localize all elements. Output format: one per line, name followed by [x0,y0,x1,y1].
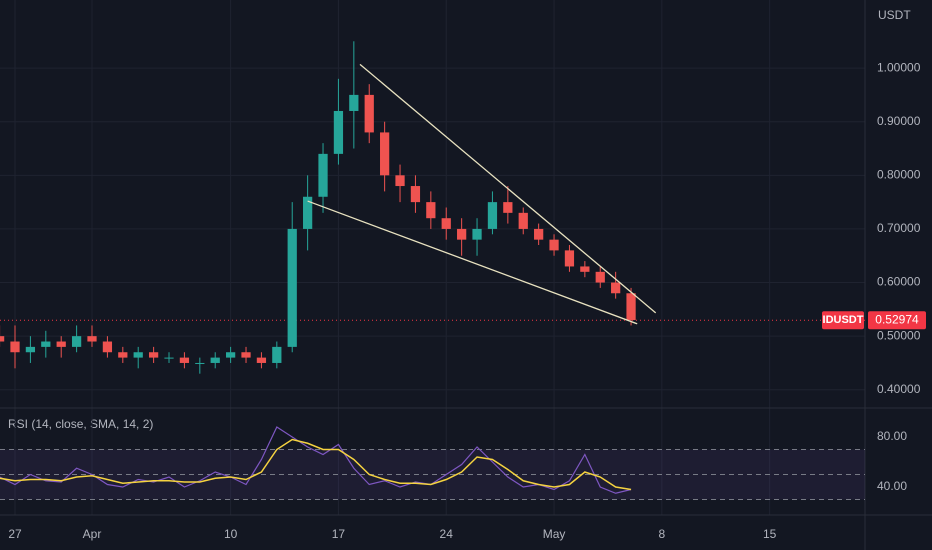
currency-label: USDT [878,8,911,22]
candle-body [25,346,36,353]
candle-body [395,175,405,187]
candle-body [287,228,297,347]
y-tick-label: 0.70000 [877,221,921,235]
candle-body [364,94,374,133]
candle-body [71,336,82,347]
rsi-tick-label: 80.00 [877,429,907,443]
candle-body [564,250,575,267]
symbol-badge [822,311,864,330]
candle-body [10,341,20,353]
candle-body [148,352,159,358]
y-tick-label: 0.50000 [877,328,921,342]
candle-body [195,362,205,364]
candle-body [41,341,51,347]
trendline [307,200,638,325]
x-tick-label: 27 [8,527,22,541]
y-tick-label: 0.60000 [877,275,921,289]
candle-body [179,357,190,363]
candle-body [303,196,313,229]
x-tick-label: 10 [224,527,238,541]
symbol-label: IDUSDT [823,314,864,326]
candle-body [241,352,251,358]
candle-body [549,239,559,251]
candle-body [487,202,498,229]
rsi-line [0,438,632,491]
candle-body [118,352,128,358]
candle-body [333,110,344,154]
candle-body [611,282,621,294]
x-tick-label: Apr [83,527,102,541]
candle-body [626,293,636,321]
candle-body [164,357,174,359]
candle-body [87,336,97,342]
y-tick-label: 0.90000 [877,114,921,128]
y-tick-label: 0.80000 [877,167,921,181]
candle-body [534,228,544,240]
candle-body [133,352,143,358]
candle-body [272,346,282,363]
candle-body [595,271,605,283]
y-tick-label: 0.40000 [877,382,921,396]
x-tick-label: 15 [763,527,777,541]
trendline [359,63,657,314]
candle-body [380,132,390,176]
y-tick-label: 1.00000 [877,60,921,74]
candle-body [56,341,66,347]
candle-body [410,186,421,203]
candle-body [0,336,5,342]
candle-body [225,352,236,358]
candle-body [426,202,436,219]
candle-body [210,357,220,363]
candle-body [256,357,267,363]
candle-body [518,212,528,229]
candle-body [457,228,467,240]
x-tick-label: 24 [440,527,454,541]
candle-body [441,218,451,229]
candle-body [349,94,359,111]
candle-body [580,266,590,272]
rsi-line [0,426,632,494]
last-price-badge [868,311,926,330]
x-tick-label: May [543,527,566,541]
candle-body [472,228,482,240]
x-tick-label: 8 [659,527,666,541]
x-tick-label: 17 [332,527,346,541]
rsi-tick-label: 40.00 [877,479,907,493]
candle-body [102,341,113,353]
candle-body [503,202,513,213]
rsi-title: RSI (14, close, SMA, 14, 2) [8,417,153,431]
last-price-label: 0.52974 [875,312,919,326]
candle-body [318,153,328,197]
